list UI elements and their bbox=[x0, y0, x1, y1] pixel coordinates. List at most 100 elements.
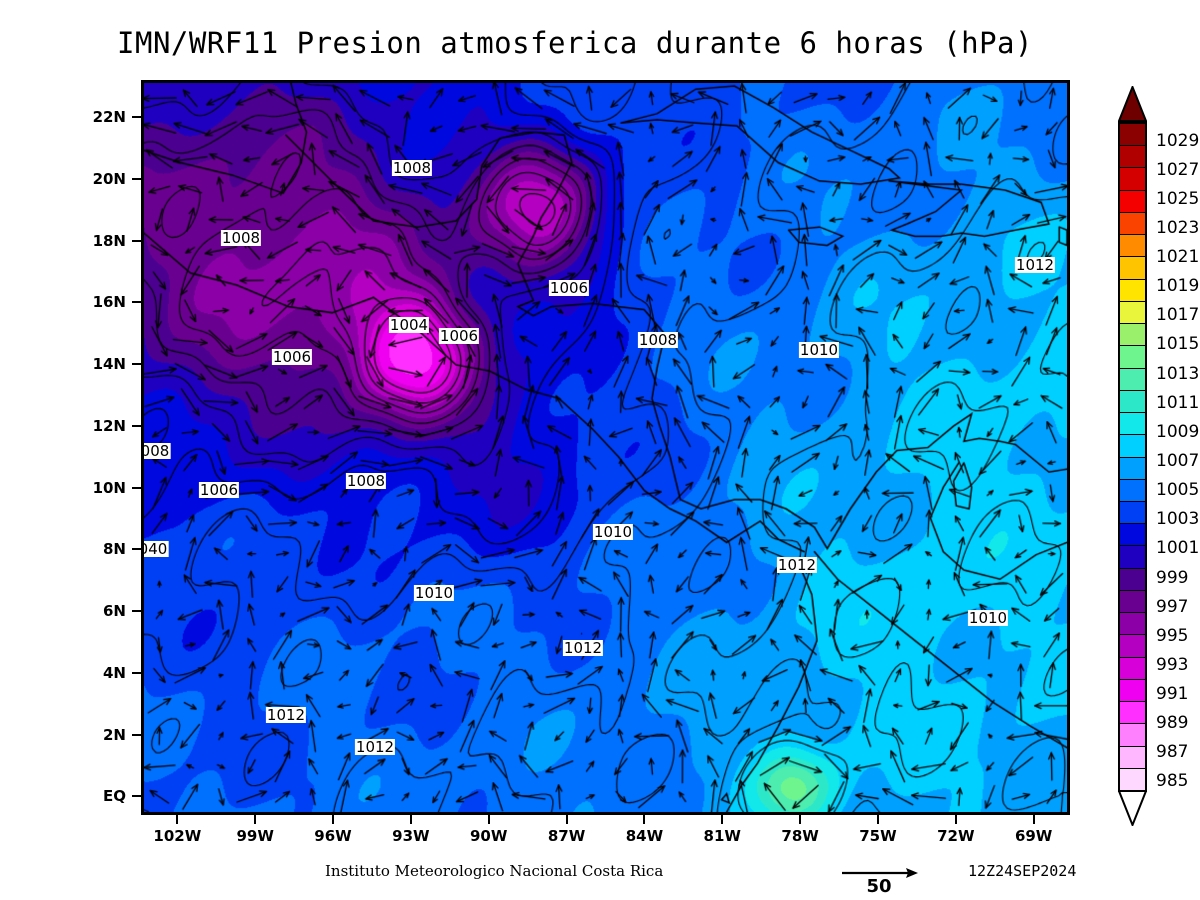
latitude-tick-label: 18N bbox=[92, 231, 126, 250]
latitude-tick-label: EQ bbox=[103, 787, 126, 806]
latitude-tick bbox=[132, 363, 141, 366]
longitude-tick-label: 78W bbox=[781, 827, 819, 845]
longitude-tick-label: 69W bbox=[1014, 827, 1053, 845]
pressure-map: 1008 1008 1004 1006 1006 1006 1008 1010 1012 008 1… bbox=[141, 80, 1070, 815]
colorbar-segment bbox=[1120, 235, 1145, 258]
colorbar-tick-label: 1029 bbox=[1156, 130, 1200, 151]
colorbar-tick-label: 995 bbox=[1156, 625, 1189, 646]
colorbar-segment bbox=[1120, 702, 1145, 725]
latitude-tick bbox=[132, 177, 141, 180]
isobar-label: 1012 bbox=[265, 706, 307, 724]
latitude-tick-label: 16N bbox=[92, 293, 126, 312]
colorbar-tick-label: 1023 bbox=[1156, 217, 1200, 238]
latitude-tick-label: 10N bbox=[92, 478, 126, 497]
isobar-label: 1010 bbox=[967, 609, 1009, 627]
longitude-tick bbox=[565, 815, 568, 824]
triangle-up-icon bbox=[1118, 86, 1147, 122]
wind-scale-value: 50 bbox=[866, 876, 892, 897]
longitude-tick-label: 96W bbox=[314, 827, 352, 845]
colorbar-segment bbox=[1120, 301, 1145, 325]
colorbar-tick-label: 989 bbox=[1156, 713, 1189, 734]
colorbar-segment bbox=[1120, 479, 1145, 502]
longitude-tick bbox=[876, 815, 879, 824]
arrow-right-icon bbox=[842, 868, 918, 878]
isobar-label: 1010 bbox=[798, 341, 840, 359]
latitude-tick bbox=[132, 486, 141, 489]
colorbar-segment bbox=[1120, 190, 1145, 213]
isobar-label: 1006 bbox=[271, 348, 313, 366]
longitude-tick bbox=[176, 815, 179, 824]
colorbar-segment bbox=[1120, 768, 1145, 791]
colorbar-segment bbox=[1120, 524, 1145, 547]
latitude-tick-label: 22N bbox=[92, 108, 126, 127]
isobar-label: 008 bbox=[141, 442, 171, 460]
pressure-field-canvas bbox=[144, 83, 1067, 812]
longitude-tick-label: 102W bbox=[153, 827, 202, 845]
colorbar-tick-label: 1009 bbox=[1156, 421, 1200, 442]
colorbar-tick-label: 993 bbox=[1156, 654, 1189, 675]
longitude-tick-label: 93W bbox=[392, 827, 430, 845]
longitude-tick-label: 75W bbox=[859, 827, 897, 845]
isobar-label: 040 bbox=[144, 541, 169, 557]
colorbar-segment bbox=[1120, 457, 1145, 480]
isobar-label: 1012 bbox=[354, 738, 396, 756]
colorbar-segment bbox=[1120, 679, 1145, 703]
isobar-label: 1008 bbox=[345, 472, 387, 490]
isobar-label: 1008 bbox=[637, 331, 679, 349]
latitude-tick bbox=[132, 239, 141, 242]
colorbar-segment bbox=[1120, 346, 1145, 369]
colorbar-segment bbox=[1120, 124, 1145, 147]
latitude-tick-label: 4N bbox=[103, 663, 126, 682]
longitude-tick-label: 99W bbox=[236, 827, 274, 845]
colorbar-segment bbox=[1120, 390, 1145, 414]
isobar-label: 1010 bbox=[413, 584, 455, 602]
wind-scale-legend: 50 bbox=[840, 864, 930, 898]
colorbar-segment bbox=[1120, 146, 1145, 169]
colorbar-tick-label: 1007 bbox=[1156, 451, 1200, 471]
colorbar-tick-label: 1003 bbox=[1156, 509, 1200, 530]
colorbar-segment bbox=[1120, 413, 1145, 436]
page-title: IMN/WRF11 Presion atmosferica durante 6 … bbox=[117, 26, 1033, 60]
longitude-tick bbox=[487, 815, 490, 824]
longitude-tick bbox=[1032, 815, 1035, 824]
colorbar-tick-label: 987 bbox=[1156, 742, 1189, 763]
pressure-colorbar: 1029 1027 1025 1023 1021 1019 1017 1015 1013 1011… bbox=[1112, 86, 1199, 826]
colorbar-segment bbox=[1120, 746, 1145, 769]
colorbar-tick-label: 1011 bbox=[1156, 392, 1200, 413]
longitude-tick bbox=[643, 815, 646, 824]
colorbar-tick-label: 1025 bbox=[1156, 188, 1200, 209]
isobar-label: 1004 bbox=[388, 316, 430, 334]
longitude-tick bbox=[799, 815, 802, 824]
colorbar-segment bbox=[1120, 501, 1145, 525]
longitude-tick-label: 90W bbox=[470, 827, 508, 845]
latitude-tick bbox=[132, 116, 141, 119]
colorbar-tick-label: 1017 bbox=[1156, 305, 1200, 326]
colorbar-segment bbox=[1120, 613, 1145, 636]
colorbar-segment bbox=[1120, 368, 1145, 391]
colorbar-segment bbox=[1120, 568, 1145, 591]
latitude-tick bbox=[132, 795, 141, 798]
latitude-tick-label: 20N bbox=[92, 169, 126, 188]
longitude-tick-label: 72W bbox=[937, 827, 975, 845]
institute-credit: Instituto Meteorologico Nacional Costa R… bbox=[325, 862, 664, 880]
isobar-label: 1006 bbox=[548, 279, 590, 297]
isobar-label: 1012 bbox=[562, 639, 604, 657]
latitude-tick bbox=[132, 301, 141, 304]
latitude-tick bbox=[132, 424, 141, 427]
latitude-tick-label: 6N bbox=[103, 602, 126, 621]
colorbar-segment bbox=[1120, 257, 1145, 280]
colorbar-tick-label: 1001 bbox=[1156, 538, 1200, 559]
latitude-tick-label: 14N bbox=[92, 355, 126, 374]
latitude-tick bbox=[132, 733, 141, 736]
isobar-label: 1008 bbox=[220, 229, 262, 247]
latitude-tick-label: 8N bbox=[103, 540, 126, 559]
longitude-tick-label: 81W bbox=[703, 827, 741, 845]
colorbar-tick-label: 1019 bbox=[1156, 276, 1200, 297]
longitude-tick-label: 87W bbox=[547, 827, 586, 845]
isobar-label: 1006 bbox=[198, 481, 240, 499]
colorbar-tick-label: 1005 bbox=[1156, 480, 1200, 501]
longitude-tick-label: 84W bbox=[625, 827, 664, 845]
longitude-tick bbox=[954, 815, 957, 824]
isobar-label: 1006 bbox=[438, 327, 480, 345]
colorbar-segment bbox=[1120, 279, 1145, 302]
